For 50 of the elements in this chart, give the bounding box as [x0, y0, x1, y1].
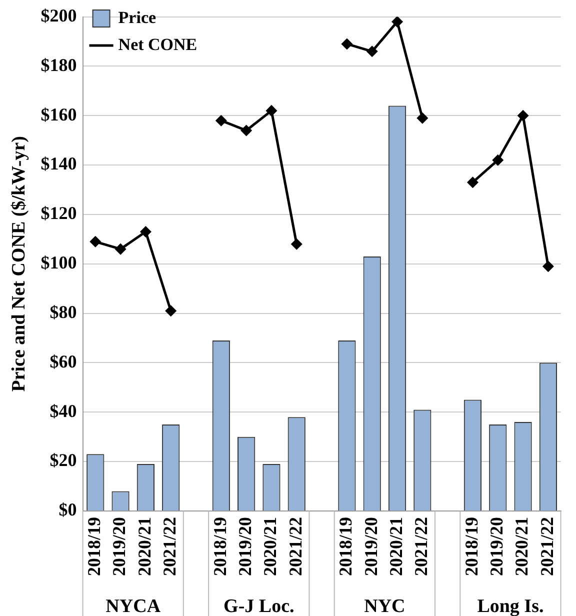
point: [467, 177, 478, 188]
x-tick-label: 2019/20: [109, 517, 130, 576]
x-tick-label: 2021/22: [285, 517, 306, 576]
point: [90, 236, 101, 247]
x-tick-label: 2018/19: [336, 517, 356, 576]
y-tick-label: $200: [40, 5, 77, 26]
y-tick-label: $40: [50, 400, 77, 421]
x-tick-label: 2018/19: [210, 517, 230, 576]
y-tick-label: $100: [40, 252, 77, 273]
x-tick-label: 2020/21: [134, 517, 154, 576]
x-tick-label: 2021/22: [536, 517, 557, 576]
x-tick-label: 2019/20: [360, 517, 381, 576]
text: NYC: [364, 596, 406, 616]
y-tick-label: $0: [58, 500, 77, 520]
text: G-J Loc.: [224, 596, 294, 616]
point: [518, 110, 528, 121]
point: [542, 261, 554, 272]
point: [291, 238, 302, 250]
y-tick-label: $120: [40, 203, 77, 224]
x-tick-label: 2021/22: [160, 517, 180, 576]
point: [366, 46, 378, 57]
y-tick-label: $160: [40, 104, 77, 124]
point: [392, 16, 403, 27]
point: [492, 154, 504, 166]
text: Long Is.: [477, 596, 544, 616]
point: [266, 105, 277, 116]
point: [342, 38, 352, 50]
y-tick-label: $180: [40, 54, 77, 75]
text: NYCA: [106, 596, 161, 616]
point: [417, 112, 428, 124]
x-tick-label: 2020/21: [260, 517, 280, 576]
legend-label: Net CONE: [118, 34, 198, 54]
x-tick-label: 2021/22: [411, 517, 432, 576]
point: [140, 226, 151, 238]
x-tick-label: 2020/21: [512, 517, 532, 576]
point: [241, 125, 252, 136]
y-axis-title: Price and Net CONE ($/kW-yr): [8, 136, 30, 392]
x-tick-label: 2019/20: [486, 517, 507, 576]
legend-label: Price: [118, 8, 156, 27]
point: [216, 115, 226, 126]
y-tick-label: $80: [50, 302, 77, 322]
point: [166, 306, 176, 316]
x-tick-label: 2020/21: [386, 517, 406, 576]
x-tick-label: 2018/19: [461, 517, 482, 576]
x-tick-label: 2018/19: [84, 517, 104, 576]
y-tick-label: $20: [50, 450, 77, 470]
y-tick-label: $140: [40, 154, 77, 174]
x-tick-label: 2019/20: [234, 517, 255, 576]
y-tick-label: $60: [50, 351, 77, 372]
point: [115, 244, 126, 254]
